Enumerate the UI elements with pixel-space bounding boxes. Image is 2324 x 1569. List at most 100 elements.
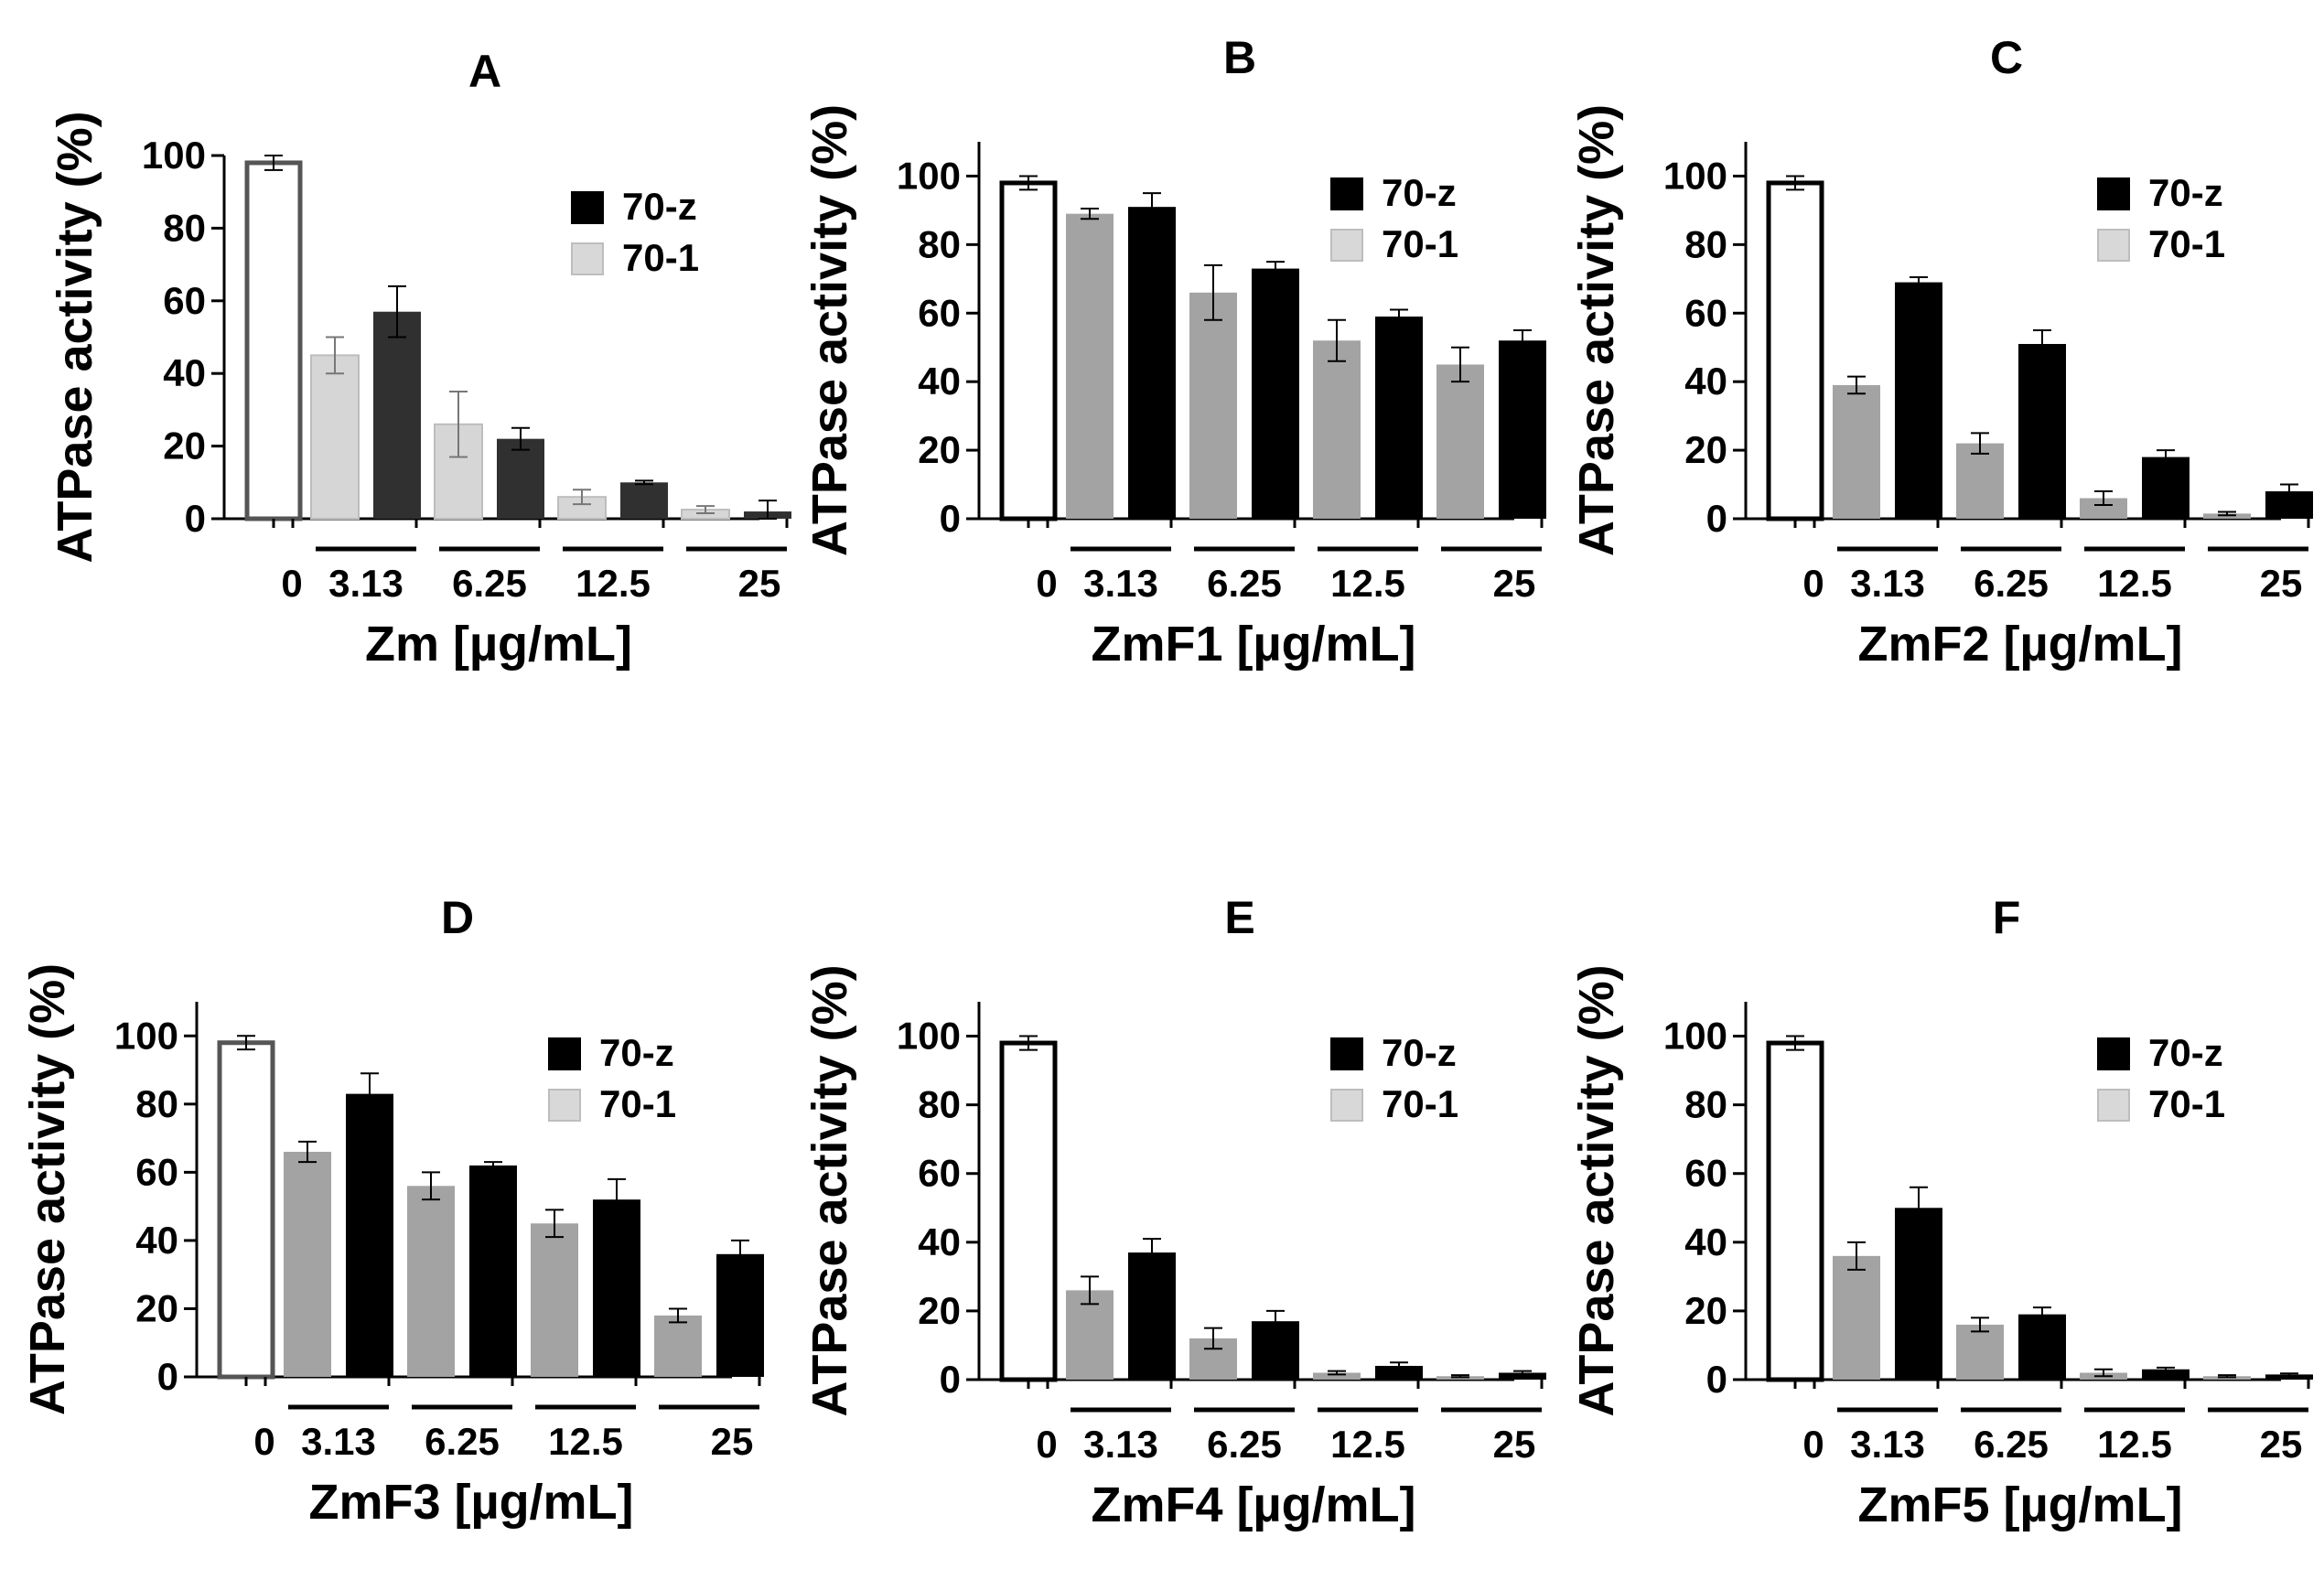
- bar-70-1-6.25: [1189, 292, 1237, 519]
- panel-title: E: [1224, 892, 1254, 943]
- x-tick-label: 3.13: [1850, 562, 1925, 605]
- bar-control: [244, 160, 303, 521]
- legend-swatch-70-z: [548, 1037, 581, 1070]
- legend-swatch-70-1: [548, 1089, 581, 1122]
- bar-70-z-25: [1499, 1372, 1546, 1380]
- bar-70-z-3.13: [373, 311, 421, 519]
- legend-label: 70-z: [2148, 171, 2223, 214]
- legend-label: 70-z: [622, 185, 697, 228]
- bar-70-1-6.25: [407, 1186, 455, 1377]
- legend-swatch-70-1: [2097, 1089, 2130, 1122]
- bar-70-z-6.25: [497, 438, 544, 519]
- legend-swatch-70-z: [1330, 177, 1363, 210]
- legend-swatch-70-1: [1330, 229, 1363, 262]
- y-tick-label: 60: [163, 279, 206, 322]
- x-tick-label: 6.25: [425, 1420, 500, 1463]
- y-tick-label: 20: [918, 1289, 961, 1332]
- x-tick-label: 12.5: [1330, 1423, 1405, 1466]
- bar-70-1-3.13: [1833, 1255, 1880, 1380]
- bar-control: [1766, 1040, 1824, 1382]
- y-tick-label: 100: [142, 134, 206, 177]
- x-tick-label: 0: [1036, 1423, 1057, 1466]
- x-tick-label: 12.5: [2097, 1423, 2172, 1466]
- legend-label: 70-z: [1382, 1031, 1457, 1074]
- bar-70-z-3.13: [1128, 1252, 1176, 1380]
- legend-label: 70-1: [2148, 222, 2225, 265]
- chart-panel-f: F 0 20 40 60 80 100 ATPase activity (%) 0 3.13 6.2…: [1569, 892, 2313, 1532]
- y-tick-label: 40: [1684, 360, 1727, 403]
- legend-label: 70-1: [1382, 222, 1458, 265]
- x-tick-label: 3.13: [1083, 1423, 1158, 1466]
- bar-70-1-3.13: [1833, 384, 1880, 519]
- legend-label: 70-z: [2148, 1031, 2223, 1074]
- y-tick-label: 20: [1684, 1289, 1727, 1332]
- bar-70-z-3.13: [1128, 207, 1176, 519]
- bar-70-z-12.5: [620, 482, 668, 519]
- x-axis-title: ZmF1 [µg/mL]: [1091, 617, 1415, 672]
- x-axis-title: ZmF3 [µg/mL]: [308, 1475, 633, 1530]
- legend-swatch-70-1: [571, 242, 604, 275]
- x-tick-label: 25: [2260, 562, 2303, 605]
- x-tick-label: 0: [253, 1420, 274, 1463]
- legend-label: 70-z: [599, 1031, 674, 1074]
- bar-70-z-6.25: [1252, 268, 1299, 519]
- y-tick-label: 60: [135, 1150, 178, 1193]
- x-tick-label: 0: [1036, 562, 1057, 605]
- panel-title: F: [1993, 892, 2021, 943]
- y-tick-label: 0: [157, 1355, 178, 1398]
- bar-70-z-6.25: [469, 1165, 517, 1377]
- y-tick-label: 60: [918, 291, 961, 334]
- y-axis-title: ATPase activity (%): [802, 104, 857, 556]
- x-tick-label: 0: [281, 562, 302, 605]
- legend-label: 70-1: [1382, 1082, 1458, 1125]
- bar-70-1-12.5: [2080, 498, 2127, 519]
- panel-title: C: [1990, 32, 2023, 83]
- legend-swatch-70-z: [571, 191, 604, 224]
- bar-70-1-25: [1436, 364, 1484, 519]
- bar-70-z-25: [716, 1253, 764, 1377]
- x-tick-label: 6.25: [1207, 1423, 1282, 1466]
- x-tick-label: 12.5: [1330, 562, 1405, 605]
- y-tick-label: 100: [897, 154, 961, 197]
- y-tick-label: 80: [1684, 1083, 1727, 1126]
- y-tick-label: 100: [114, 1014, 178, 1057]
- bar-70-z-25: [1499, 340, 1546, 519]
- y-tick-label: 20: [918, 428, 961, 471]
- y-tick-label: 0: [1706, 497, 1727, 540]
- y-tick-label: 80: [918, 222, 961, 265]
- bar-70-z-12.5: [2142, 1369, 2190, 1380]
- y-axis-title: ATPase activity (%): [802, 964, 857, 1416]
- y-axis-title: ATPase activity (%): [20, 963, 75, 1415]
- x-tick-label: 0: [1802, 562, 1824, 605]
- x-axis-title: Zm [µg/mL]: [365, 617, 632, 672]
- bar-control: [1766, 180, 1824, 521]
- x-tick-label: 6.25: [1207, 562, 1282, 605]
- chart-panel-c: C 0 20 40 60 80 100 ATPase activity (%) 0 3.13 6.2…: [1569, 32, 2313, 672]
- x-tick-label: 25: [1493, 1423, 1536, 1466]
- x-tick-label: 3.13: [301, 1420, 376, 1463]
- y-tick-label: 80: [1684, 222, 1727, 265]
- x-tick-label: 6.25: [1974, 562, 2049, 605]
- legend-swatch-70-1: [1330, 1089, 1363, 1122]
- bar-70-z-12.5: [1375, 317, 1423, 519]
- bar-70-1-3.13: [1066, 213, 1114, 519]
- y-tick-label: 0: [185, 497, 206, 540]
- bar-70-1-3.13: [310, 354, 360, 520]
- y-axis-title: ATPase activity (%): [48, 111, 102, 563]
- y-axis-title: ATPase activity (%): [1569, 104, 1624, 556]
- legend-label: 70-z: [1382, 171, 1457, 214]
- y-tick-label: 0: [1706, 1358, 1727, 1401]
- y-tick-label: 100: [1663, 154, 1727, 197]
- y-tick-label: 40: [1684, 1220, 1727, 1263]
- y-tick-label: 60: [1684, 1152, 1727, 1195]
- bar-control: [217, 1040, 275, 1380]
- y-tick-label: 40: [135, 1219, 178, 1262]
- bar-70-z-12.5: [593, 1199, 640, 1377]
- legend-label: 70-1: [2148, 1082, 2225, 1125]
- bar-70-1-3.13: [1066, 1290, 1114, 1380]
- y-tick-label: 40: [918, 1220, 961, 1263]
- y-tick-label: 100: [897, 1015, 961, 1058]
- panel-title: A: [468, 46, 501, 97]
- x-tick-label: 6.25: [452, 562, 527, 605]
